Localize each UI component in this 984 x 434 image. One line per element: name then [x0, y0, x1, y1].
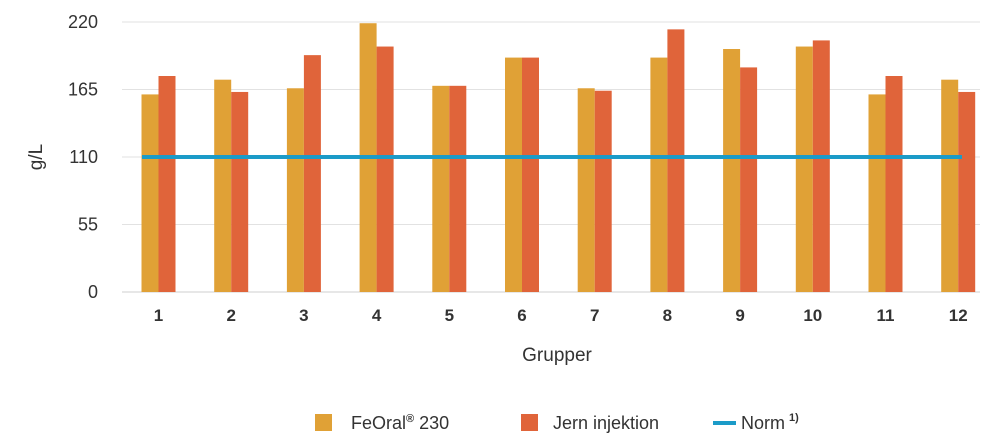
- bar-jern-3: [303, 55, 321, 292]
- bar-jern-11: [885, 76, 903, 292]
- bar-jern-4: [376, 46, 394, 292]
- bar-jern-10: [812, 40, 830, 293]
- legend-norm-sup: 1): [789, 412, 799, 424]
- x-tick-label: 4: [372, 306, 382, 325]
- legend-label-norm: Norm 1): [741, 412, 799, 433]
- bar-feoral-10: [795, 46, 813, 292]
- x-axis-ticks: 1 2 3 4 5 6 7 8 9 10 11 12: [154, 306, 968, 325]
- bars: [141, 23, 976, 293]
- bar-feoral-3: [286, 88, 304, 292]
- x-axis-title: Grupper: [522, 345, 592, 366]
- y-tick-label: 110: [69, 147, 98, 167]
- y-tick-label: 220: [68, 12, 98, 32]
- bar-feoral-11: [868, 94, 886, 292]
- y-tick-label: 165: [68, 80, 98, 100]
- x-tick-label: 10: [803, 306, 822, 325]
- bar-jern-1: [158, 76, 176, 292]
- legend-feoral-sup: ®: [406, 413, 414, 425]
- bar-jern-6: [522, 57, 539, 292]
- bar-jern-2: [231, 91, 249, 292]
- bar-jern-5: [449, 85, 467, 293]
- x-tick-label: 2: [226, 306, 235, 325]
- x-tick-label: 3: [299, 306, 308, 325]
- legend-feoral-name: FeOral: [351, 413, 406, 433]
- y-tick-label: 55: [78, 215, 98, 235]
- x-tick-label: 6: [517, 306, 526, 325]
- x-tick-label: 12: [949, 306, 968, 325]
- bar-jern-7: [594, 90, 612, 293]
- bar-feoral-8: [650, 57, 668, 292]
- legend-swatch-feoral: [315, 414, 332, 431]
- legend-label-jern: Jern injektion: [553, 413, 659, 433]
- x-tick-label: 9: [735, 306, 744, 325]
- bar-feoral-1: [141, 94, 159, 292]
- legend: FeOral® 230 Jern injektion Norm 1): [315, 412, 799, 433]
- bar-jern-8: [667, 29, 685, 292]
- x-tick-label: 7: [590, 306, 599, 325]
- bar-feoral-5: [432, 85, 450, 293]
- bar-feoral-7: [577, 88, 595, 292]
- x-tick-label: 5: [445, 306, 454, 325]
- bar-jern-9: [740, 67, 758, 292]
- bar-feoral-12: [941, 79, 959, 292]
- x-tick-label: 1: [154, 306, 163, 325]
- legend-label-feoral: FeOral® 230: [351, 413, 449, 433]
- legend-swatch-jern: [521, 414, 538, 431]
- legend-feoral-suffix: 230: [414, 413, 449, 433]
- bar-feoral-2: [214, 79, 232, 292]
- y-axis-title: g/L: [26, 144, 47, 170]
- bar-jern-12: [958, 91, 976, 292]
- legend-norm-name: Norm: [741, 413, 785, 433]
- bar-feoral-6: [505, 57, 522, 292]
- x-tick-label: 8: [663, 306, 672, 325]
- bar-feoral-9: [723, 49, 741, 292]
- x-tick-label: 11: [877, 306, 895, 325]
- y-tick-label: 0: [88, 282, 98, 302]
- y-axis-ticks: 0 55 110 165 220: [68, 12, 98, 302]
